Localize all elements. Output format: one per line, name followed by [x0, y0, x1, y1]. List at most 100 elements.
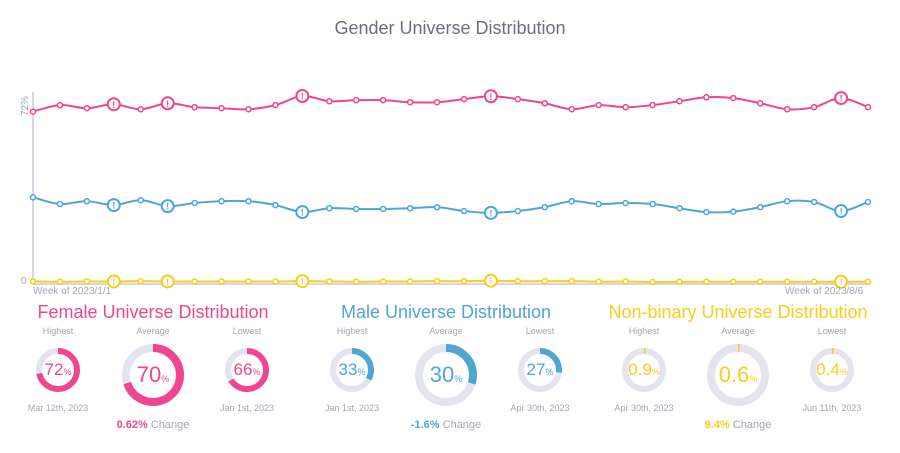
nonbinary-data-point[interactable] — [406, 278, 414, 285]
nonbinary-data-point[interactable] — [514, 277, 522, 285]
female-data-point[interactable] — [568, 105, 575, 113]
female-data-point[interactable] — [783, 105, 791, 113]
male-data-point[interactable] — [649, 200, 656, 208]
nonbinary-alert-point[interactable]: ! — [295, 274, 310, 289]
female-data-point[interactable] — [757, 100, 764, 107]
male-data-point[interactable] — [191, 199, 198, 207]
percent-sign: % — [749, 374, 758, 384]
lowest-donut-fill — [225, 348, 269, 392]
female-alert-point[interactable]: ! — [834, 91, 849, 106]
female-alert-point[interactable]: ! — [295, 89, 310, 103]
female-data-point[interactable] — [245, 105, 252, 113]
nonbinary-data-point[interactable] — [757, 278, 764, 285]
male-data-point[interactable] — [810, 198, 818, 206]
nonbinary-alert-point[interactable]: ! — [834, 274, 849, 289]
nonbinary-data-point[interactable] — [433, 277, 441, 285]
male-data-point[interactable] — [703, 208, 710, 216]
male-data-point[interactable] — [326, 204, 333, 212]
female-data-point[interactable] — [541, 100, 549, 107]
female-data-point[interactable] — [730, 94, 737, 102]
nonbinary-data-point[interactable] — [568, 277, 575, 285]
female-data-point[interactable] — [406, 98, 414, 106]
female-data-point[interactable] — [137, 105, 144, 113]
male-data-point[interactable] — [622, 199, 629, 207]
nonbinary-alert-point[interactable]: ! — [160, 274, 175, 289]
female-data-point[interactable] — [514, 95, 522, 103]
female-data-point[interactable] — [326, 97, 333, 105]
female-data-point[interactable] — [218, 104, 225, 112]
highest-number: 0.9 — [628, 360, 652, 379]
nonbinary-data-point[interactable] — [191, 278, 198, 285]
male-data-point[interactable] — [783, 197, 791, 205]
male-data-point[interactable] — [730, 208, 737, 215]
male-alert-point[interactable]: ! — [106, 198, 121, 213]
nonbinary-data-point[interactable] — [864, 278, 872, 285]
nonbinary-data-point[interactable] — [83, 278, 91, 285]
female-alert-point[interactable]: ! — [483, 89, 498, 104]
male-data-point[interactable] — [406, 204, 414, 212]
female-data-point[interactable] — [272, 101, 279, 109]
male-data-point[interactable] — [514, 207, 522, 215]
female-data-point[interactable] — [595, 101, 602, 109]
female-data-point[interactable] — [56, 101, 64, 109]
nonbinary-data-point[interactable] — [352, 278, 360, 285]
nonbinary-data-point[interactable] — [56, 278, 64, 285]
male-data-point[interactable] — [568, 197, 575, 205]
nonbinary-data-point[interactable] — [245, 278, 252, 285]
female-data-point[interactable] — [460, 95, 468, 103]
nonbinary-alert-point[interactable]: ! — [106, 274, 121, 289]
female-data-point[interactable] — [864, 103, 872, 111]
nonbinary-data-point[interactable] — [730, 278, 737, 285]
female-data-point[interactable] — [191, 103, 198, 111]
male-data-point[interactable] — [29, 194, 37, 201]
male-data-point[interactable] — [352, 205, 360, 213]
male-data-point[interactable] — [757, 203, 764, 211]
male-data-point[interactable] — [864, 198, 872, 206]
nonbinary-data-point[interactable] — [703, 278, 710, 285]
female-alert-point[interactable]: ! — [106, 97, 121, 112]
nonbinary-data-point[interactable] — [137, 277, 144, 285]
female-data-point[interactable] — [649, 101, 656, 109]
male-data-point[interactable] — [137, 196, 144, 204]
nonbinary-data-point[interactable] — [810, 278, 818, 285]
male-alert-point[interactable]: ! — [834, 204, 849, 219]
male-data-point[interactable] — [245, 197, 252, 205]
nonbinary-alert-point[interactable]: ! — [483, 273, 498, 288]
male-data-point[interactable] — [272, 201, 279, 209]
average-value: 70% — [137, 362, 170, 388]
female-data-point[interactable] — [379, 96, 387, 104]
female-data-point[interactable] — [433, 98, 441, 106]
male-data-point[interactable] — [541, 203, 549, 211]
nonbinary-data-point[interactable] — [379, 278, 387, 285]
male-data-point[interactable] — [676, 204, 683, 212]
nonbinary-data-point[interactable] — [595, 278, 602, 285]
female-data-point[interactable] — [810, 103, 818, 111]
nonbinary-data-point[interactable] — [783, 278, 791, 285]
male-data-point[interactable] — [460, 207, 468, 215]
female-data-point[interactable] — [29, 108, 37, 115]
female-alert-point[interactable]: ! — [160, 96, 175, 111]
nonbinary-data-point[interactable] — [541, 277, 549, 285]
nonbinary-data-point[interactable] — [29, 278, 37, 285]
nonbinary-data-point[interactable] — [676, 278, 683, 285]
nonbinary-data-point[interactable] — [272, 278, 279, 285]
nonbinary-data-point[interactable] — [460, 277, 468, 285]
female-data-point[interactable] — [703, 94, 710, 101]
male-alert-point[interactable]: ! — [160, 199, 175, 214]
male-alert-point[interactable]: ! — [295, 205, 310, 220]
nonbinary-data-point[interactable] — [326, 278, 333, 285]
male-alert-point[interactable]: ! — [483, 205, 498, 220]
nonbinary-data-point[interactable] — [649, 278, 656, 286]
male-data-point[interactable] — [379, 205, 387, 213]
nonbinary-data-point[interactable] — [622, 278, 629, 285]
female-data-point[interactable] — [676, 97, 683, 105]
male-data-point[interactable] — [218, 197, 225, 205]
male-data-point[interactable] — [83, 197, 91, 205]
male-data-point[interactable] — [56, 200, 64, 208]
nonbinary-data-point[interactable] — [218, 278, 225, 285]
male-data-point[interactable] — [433, 203, 441, 211]
female-data-point[interactable] — [622, 103, 629, 111]
female-data-point[interactable] — [352, 96, 360, 104]
female-data-point[interactable] — [83, 104, 91, 112]
male-data-point[interactable] — [595, 200, 602, 208]
